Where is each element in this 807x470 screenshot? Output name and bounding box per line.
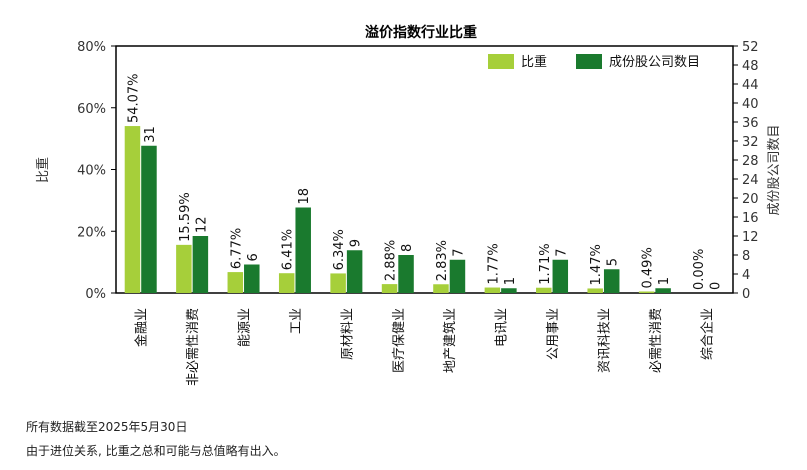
footnote-rounding: 由于进位关系, 比重之总和可能与总值略有出入。 bbox=[26, 444, 286, 458]
left-tick-label: 40% bbox=[77, 164, 106, 179]
bar-weight bbox=[176, 244, 192, 293]
data-label-weight: 1.71% bbox=[538, 243, 553, 284]
category-label: 公用事业 bbox=[546, 308, 561, 360]
bar-weight bbox=[433, 284, 449, 293]
right-tick-label: 44 bbox=[742, 78, 759, 93]
bar-count bbox=[295, 207, 311, 293]
left-tick-label: 20% bbox=[77, 225, 106, 240]
data-label-count: 12 bbox=[194, 216, 209, 233]
bar-weight bbox=[536, 287, 552, 293]
data-label-weight: 6.77% bbox=[229, 228, 244, 269]
data-label-count: 1 bbox=[657, 277, 672, 285]
data-label-weight: 1.77% bbox=[486, 243, 501, 284]
category-label: 金融业 bbox=[134, 308, 150, 347]
bar-weight bbox=[227, 272, 244, 293]
category-labels: 金融业 非必需性消费 能源业 工业 原材料业 医疗保健业 地产建筑业 电讯业 公用事业 资讯科技业… bbox=[134, 308, 716, 386]
legend-label-count: 成份股公司数目 bbox=[609, 55, 700, 70]
data-label-count: 7 bbox=[451, 248, 466, 256]
bar-count bbox=[449, 259, 466, 293]
data-label-weight: 2.83% bbox=[435, 240, 450, 281]
data-label-count: 8 bbox=[400, 244, 415, 252]
bar-weight bbox=[330, 273, 346, 293]
legend-swatch-weight bbox=[488, 54, 514, 69]
bar-chart: 溢价指数行业比重 0%20%40%60%80% 0481216202428323… bbox=[35, 24, 782, 386]
data-label-weight: 1.47% bbox=[589, 244, 604, 285]
data-label-count: 18 bbox=[297, 188, 312, 205]
legend-swatch-count bbox=[576, 54, 602, 69]
data-label-count: 6 bbox=[246, 253, 261, 261]
bar-weight bbox=[587, 288, 603, 293]
right-tick-label: 28 bbox=[742, 154, 759, 169]
left-axis: 0% 20% 40% 60% 80% bbox=[77, 40, 116, 302]
bar-weight bbox=[278, 273, 295, 293]
data-label-count: 5 bbox=[606, 258, 621, 266]
left-tick-label: 60% bbox=[77, 102, 106, 117]
category-label: 地产建筑业 bbox=[442, 308, 458, 373]
data-label-weight: 2.88% bbox=[384, 240, 399, 281]
bar-weight bbox=[381, 284, 398, 293]
category-label: 非必需性消费 bbox=[186, 308, 201, 386]
bar-count bbox=[141, 145, 157, 293]
bars bbox=[124, 126, 671, 294]
data-label-weight: 54.07% bbox=[126, 73, 141, 123]
right-tick-label: 12 bbox=[742, 230, 759, 245]
data-label-weight: 6.34% bbox=[332, 229, 347, 270]
right-tick-label: 8 bbox=[742, 249, 750, 264]
right-tick-label: 52 bbox=[742, 40, 759, 55]
data-label-count: 0 bbox=[709, 282, 724, 290]
category-label: 必需性消费 bbox=[649, 308, 664, 373]
category-label: 原材料业 bbox=[340, 308, 355, 360]
data-label-weight: 6.41% bbox=[281, 229, 296, 270]
right-tick-label: 20 bbox=[742, 192, 759, 207]
category-label: 电讯业 bbox=[495, 308, 510, 347]
data-label-count: 9 bbox=[349, 239, 364, 247]
category-label: 综合企业 bbox=[699, 308, 715, 360]
bar-count bbox=[192, 236, 209, 293]
right-tick-label: 24 bbox=[742, 173, 759, 188]
data-label-weight: 0.00% bbox=[692, 249, 707, 290]
bar-count bbox=[398, 255, 414, 293]
right-tick-label: 36 bbox=[742, 116, 759, 131]
data-label-weight: 15.59% bbox=[178, 192, 193, 242]
data-label-count: 31 bbox=[143, 126, 158, 143]
right-tick-label: 16 bbox=[742, 211, 759, 226]
category-label: 工业 bbox=[289, 308, 304, 334]
left-axis-label: 比重 bbox=[35, 157, 51, 183]
footnote-date: 所有数据截至2025年5月30日 bbox=[26, 420, 188, 434]
left-tick-label: 0% bbox=[85, 287, 106, 302]
right-tick-label: 32 bbox=[742, 135, 759, 150]
right-tick-label: 4 bbox=[742, 268, 750, 283]
data-label-weight: 0.49% bbox=[641, 247, 656, 288]
category-label: 能源业 bbox=[238, 308, 253, 347]
bar-weight bbox=[638, 291, 655, 293]
bar-weight bbox=[484, 287, 501, 293]
right-tick-label: 40 bbox=[742, 97, 759, 112]
bar-count bbox=[552, 259, 569, 293]
bar-count bbox=[346, 250, 363, 293]
bar-count bbox=[603, 269, 620, 293]
bar-weight bbox=[124, 126, 141, 294]
right-tick-label: 0 bbox=[742, 287, 750, 302]
bar-count bbox=[501, 288, 517, 293]
chart-title: 溢价指数行业比重 bbox=[365, 24, 477, 41]
data-label-count: 7 bbox=[554, 248, 569, 256]
bar-count bbox=[244, 264, 260, 293]
right-tick-label: 48 bbox=[742, 59, 759, 74]
category-label: 资讯科技业 bbox=[597, 308, 612, 373]
category-label: 医疗保健业 bbox=[392, 308, 407, 373]
data-label-count: 1 bbox=[503, 277, 518, 285]
legend-label-weight: 比重 bbox=[521, 54, 547, 70]
left-tick-label: 80% bbox=[77, 40, 106, 55]
right-axis-label: 成份股公司数目 bbox=[767, 124, 782, 215]
bar-count bbox=[655, 288, 671, 293]
legend: 比重 成份股公司数目 bbox=[488, 54, 700, 70]
